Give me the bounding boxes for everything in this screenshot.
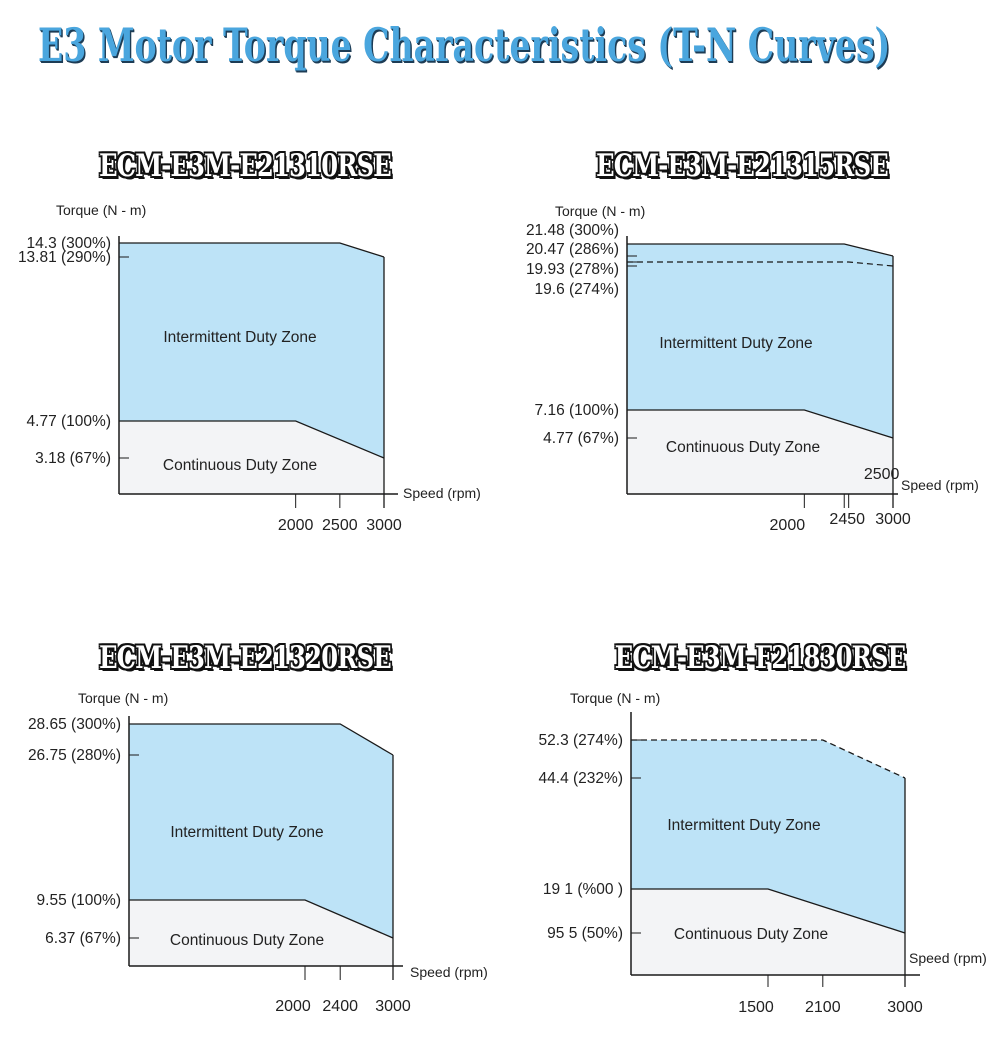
tn-chart-2: Torque (N - m) Speed (rpm) 21.48 (300%) 20.… [526,203,979,534]
continuous-torque-curve [129,899,394,939]
y-tick-label: 3.18 (67%) [35,450,111,467]
intermittent-torque-curve [631,739,906,779]
tn-chart-3: Torque (N - m) Speed (rpm) 28.65 (300%) 26.… [28,690,488,1015]
continuous-zone-label: Continuous Duty Zone [674,926,828,943]
tn-chart-4: Torque (N - m) Speed (rpm) 52.3 (274%) 44.4… [539,690,987,1016]
continuous-torque-curve [119,420,385,459]
intermittent-zone-label: Intermittent Duty Zone [170,824,323,841]
continuous-zone-label: Continuous Duty Zone [666,439,820,456]
y-tick-label: 26.75 (280%) [28,747,121,764]
peak-torque-dashed-curve [627,261,894,267]
intermittent-zone-label: Intermittent Duty Zone [163,329,316,346]
continuous-zone-label: Continuous Duty Zone [170,932,324,949]
x-axis-label: Speed (rpm) [901,477,979,493]
x-tick-label: 2450 [829,511,865,528]
intermittent-torque-curve [129,723,394,756]
x-tick-label: 2000 [770,517,806,534]
x-axis-label: Speed (rpm) [909,950,987,966]
y-tick-label: 6.37 (67%) [45,930,121,947]
intermittent-torque-curve [119,242,385,258]
continuous-zone-area [129,900,393,966]
y-tick-label: 44.4 (232%) [539,770,623,787]
x-tick-label: 3000 [887,999,923,1016]
y-axis-label: Torque (N - m) [555,203,645,219]
y-tick-label: 20.47 (286%) [526,241,619,258]
x-tick-label: 1500 [738,999,774,1016]
y-tick-label: 21.48 (300%) [526,222,619,239]
x-tick-label: 2100 [805,999,841,1016]
x-tick-label: 2000 [278,517,314,534]
y-tick-label: 19.93 (278%) [526,261,619,278]
tn-chart-1: Torque (N - m) Speed (rpm) 14.3 (300%)13.8… [18,202,481,534]
continuous-torque-curve [631,888,906,934]
chart-title-3: ECM-E3M-E21320RSE [99,640,392,676]
y-tick-label: 7.16 (100%) [535,402,619,419]
chart-title-2: ECM-E3M-E21315RSE [596,148,889,184]
continuous-zone-label: Continuous Duty Zone [163,457,317,474]
y-tick-label: 4.77 (100%) [27,413,111,430]
x-tick-label: 3000 [875,511,911,528]
continuous-zone-area [631,889,905,975]
y-axis-label: Torque (N - m) [570,690,660,706]
page-title: E3 Motor Torque Characteristics (T-N Cur… [38,18,891,72]
y-tick-label: 28.65 (300%) [28,716,121,733]
x-tick-label: 2500 [864,466,900,483]
continuous-zone-area [119,421,384,494]
x-tick-label: 2000 [275,998,311,1015]
chart-title-4: ECM-E3M-F21830RSE [614,640,906,676]
chart-title-1: ECM-E3M-E21310RSE [99,148,392,184]
x-tick-label: 3000 [366,517,402,534]
intermittent-torque-curve [627,243,894,257]
intermittent-zone-label: Intermittent Duty Zone [659,335,812,352]
y-axis-label: Torque (N - m) [56,202,146,218]
y-tick-label: 14.3 (300%) [27,235,111,252]
y-tick-label: 13.81 (290%) [18,249,111,266]
x-tick-label: 2500 [322,517,358,534]
continuous-zone-area [627,410,893,494]
y-tick-label: 4.77 (67%) [543,430,619,447]
y-tick-label: 19.6 (274%) [535,281,619,298]
y-tick-label: 95 5 (50%) [547,925,623,942]
y-tick-label: 9.55 (100%) [37,892,121,909]
y-axis-label: Torque (N - m) [78,690,168,706]
x-tick-label: 3000 [375,998,411,1015]
y-tick-label: 19 1 (%00 ) [543,881,623,898]
x-axis-label: Speed (rpm) [410,964,488,980]
x-axis-label: Speed (rpm) [403,485,481,501]
intermittent-zone-label: Intermittent Duty Zone [667,817,820,834]
continuous-torque-curve [627,409,894,439]
x-tick-label: 2400 [322,998,358,1015]
y-tick-label: 52.3 (274%) [539,732,623,749]
